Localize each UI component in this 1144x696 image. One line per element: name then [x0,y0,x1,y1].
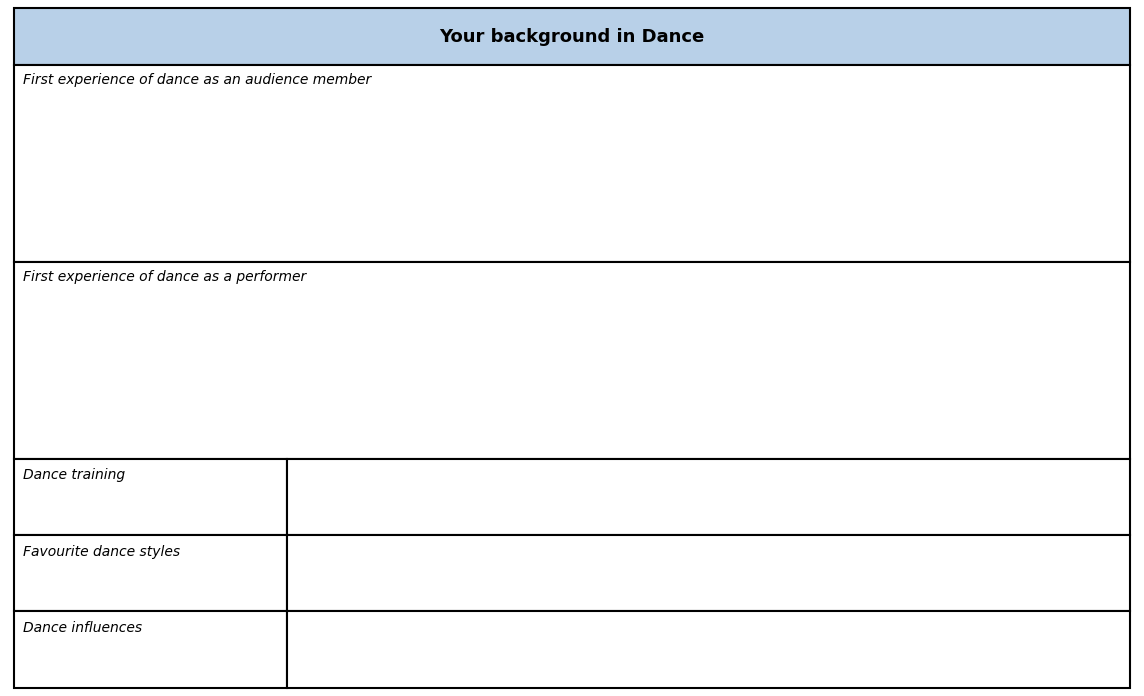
FancyBboxPatch shape [287,611,1130,688]
Text: First experience of dance as a performer: First experience of dance as a performer [23,270,307,284]
FancyBboxPatch shape [287,459,1130,535]
FancyBboxPatch shape [14,65,1130,262]
FancyBboxPatch shape [287,535,1130,611]
Text: Your background in Dance: Your background in Dance [439,28,705,45]
FancyBboxPatch shape [14,8,1130,65]
Text: Dance influences: Dance influences [23,621,142,635]
Text: Dance training: Dance training [23,468,125,482]
Text: Favourite dance styles: Favourite dance styles [23,545,180,559]
Text: First experience of dance as an audience member: First experience of dance as an audience… [23,73,371,87]
FancyBboxPatch shape [14,535,287,611]
FancyBboxPatch shape [14,262,1130,459]
FancyBboxPatch shape [14,459,287,535]
FancyBboxPatch shape [14,611,287,688]
